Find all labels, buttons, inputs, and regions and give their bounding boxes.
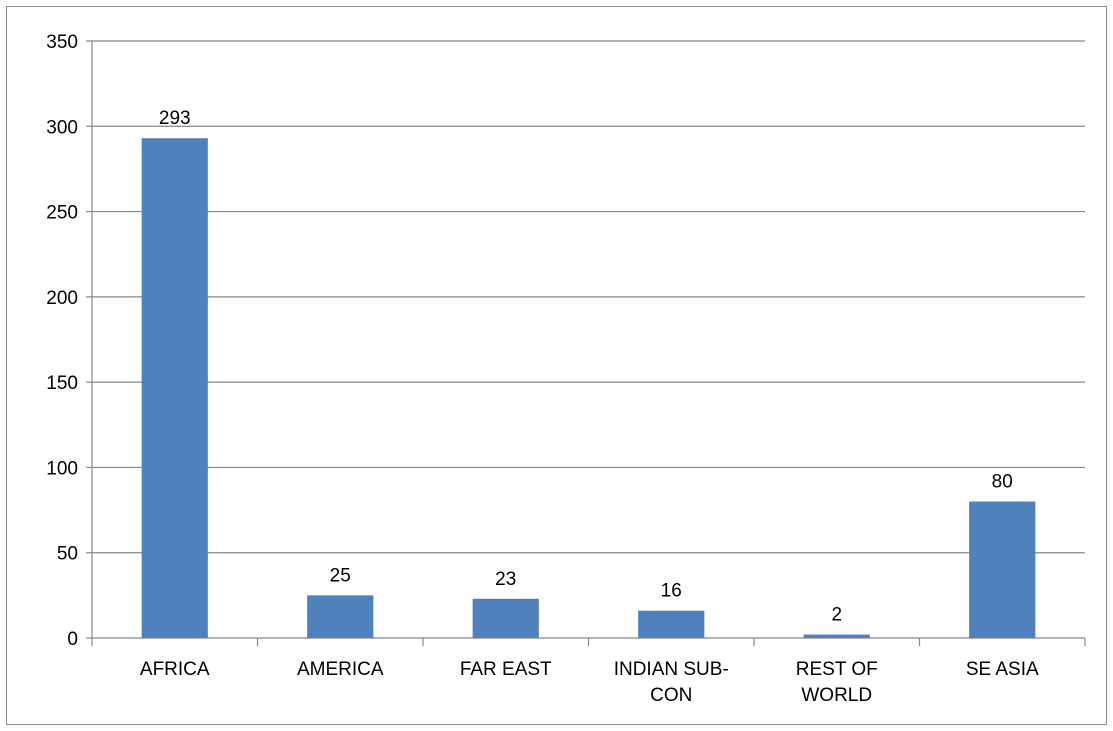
bars: [141, 138, 1036, 638]
bar: [638, 610, 705, 638]
category-label-line: WORLD: [801, 685, 872, 706]
category-label: SE ASIA: [966, 659, 1039, 680]
y-tick-label: 100: [46, 458, 78, 479]
data-label: 16: [661, 581, 682, 602]
category-label: INDIAN SUB- CON: [614, 659, 729, 706]
category-label: AFRICA: [140, 659, 210, 680]
category-label-line: AMERICA: [297, 659, 384, 680]
category-label-line: CON: [650, 685, 692, 706]
y-axis-tick-labels: 0 50 100 150 200 250 300 350: [46, 32, 78, 650]
bar: [141, 138, 208, 638]
bar: [472, 598, 539, 638]
data-label: 2: [831, 605, 842, 626]
y-tick-label: 50: [57, 544, 78, 565]
y-tick-label: 200: [46, 288, 78, 309]
category-label: REST OF WORLD: [796, 659, 878, 706]
y-tick-label: 150: [46, 373, 78, 394]
gridlines: [92, 40, 1085, 554]
category-label-line: SE ASIA: [966, 659, 1039, 680]
data-labels: 293 25 23 16 2 80: [159, 108, 1013, 625]
axes: [86, 40, 1086, 646]
y-tick-label: 300: [46, 117, 78, 138]
bar: [803, 634, 870, 638]
category-label-line: FAR EAST: [460, 659, 552, 680]
data-label: 293: [159, 108, 191, 129]
y-tick-label: 250: [46, 203, 78, 224]
category-label-line: AFRICA: [140, 659, 210, 680]
data-label: 80: [992, 472, 1013, 493]
x-axis-category-labels: AFRICA AMERICA FAR EAST INDIAN SUB- CON REST …: [140, 659, 1039, 706]
data-label: 25: [330, 565, 351, 586]
y-tick-label: 0: [67, 629, 78, 650]
y-tick-label: 350: [46, 32, 78, 53]
data-label: 23: [495, 569, 516, 590]
bar: [969, 501, 1036, 638]
category-label-line: REST OF: [796, 659, 878, 680]
bar: [307, 595, 374, 638]
category-label: AMERICA: [297, 659, 384, 680]
category-label: FAR EAST: [460, 659, 552, 680]
category-label-line: INDIAN SUB-: [614, 659, 729, 680]
